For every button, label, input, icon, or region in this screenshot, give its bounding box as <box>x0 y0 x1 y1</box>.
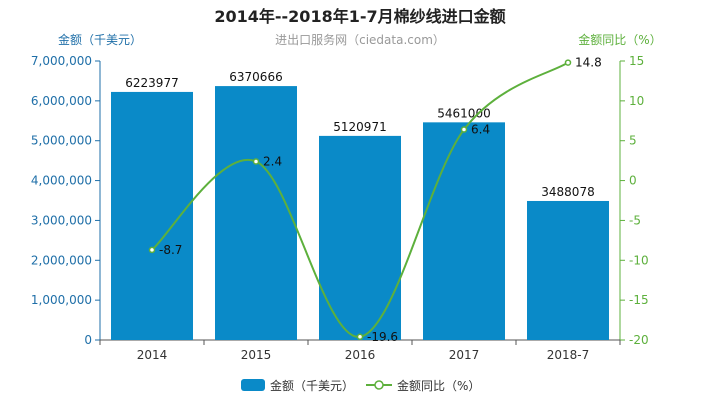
right-tick-label: -5 <box>629 213 641 227</box>
legend-line-label: 金额同比（%） <box>397 378 480 393</box>
left-tick-label: 5,000,000 <box>31 134 92 148</box>
x-tick-label: 2016 <box>345 348 376 362</box>
right-axis-title: 金额同比（%） <box>578 32 661 47</box>
legend-bar-swatch <box>241 379 265 391</box>
legend-line-marker <box>374 380 384 390</box>
bar-value-label: 3488078 <box>541 185 594 199</box>
legend[interactable]: 金额（千美元） 金额同比（%） <box>241 378 480 393</box>
legend-bar-label: 金额（千美元） <box>270 378 354 393</box>
left-tick-label: 4,000,000 <box>31 174 92 188</box>
right-tick-label: -10 <box>629 253 649 267</box>
yoy-point <box>564 59 572 66</box>
axes: 0 1,000,000 2,000,000 3,000,000 4,000,000 5,0… <box>31 54 649 362</box>
chart-source: 进出口服务网（ciedata.com） <box>275 32 445 47</box>
right-tick-label: 15 <box>629 54 644 68</box>
left-tick-label: 6,000,000 <box>31 94 92 108</box>
right-tick-label: -15 <box>629 293 649 307</box>
yoy-point <box>252 158 260 165</box>
yoy-point <box>460 126 468 133</box>
yoy-line: -8.7 2.4 -19.6 6.4 14.8 <box>148 56 602 344</box>
x-tick-label: 2015 <box>241 348 272 362</box>
left-tick-label: 0 <box>84 333 92 347</box>
yoy-point <box>148 246 156 254</box>
bar-value-label: 5120971 <box>333 120 386 134</box>
right-tick-label: 10 <box>629 94 644 108</box>
yoy-value-label: -8.7 <box>159 243 182 257</box>
yoy-point <box>356 333 364 341</box>
yoy-value-label: 2.4 <box>263 154 282 168</box>
left-axis-title: 金额（千美元） <box>58 32 142 47</box>
yoy-value-label: -19.6 <box>367 330 398 344</box>
bars: 6223977 6370666 5120971 5461000 3488078 <box>111 70 609 341</box>
x-tick-label: 2014 <box>137 348 168 362</box>
bar <box>423 122 505 340</box>
x-tick-label: 2017 <box>449 348 480 362</box>
bar <box>527 200 609 340</box>
left-tick-label: 2,000,000 <box>31 253 92 267</box>
yoy-value-label: 14.8 <box>575 56 602 70</box>
x-tick-label: 2018-7 <box>547 348 590 362</box>
right-tick-label: 5 <box>629 134 637 148</box>
bar-value-label: 5461000 <box>437 106 490 120</box>
left-tick-label: 1,000,000 <box>31 293 92 307</box>
right-tick-label: -20 <box>629 333 649 347</box>
chart-title: 2014年--2018年1-7月棉纱线进口金额 <box>214 7 505 26</box>
yoy-value-label: 6.4 <box>471 123 490 137</box>
bar-value-label: 6223977 <box>125 76 178 90</box>
bar <box>215 86 297 340</box>
bar-value-label: 6370666 <box>229 70 282 84</box>
left-tick-label: 3,000,000 <box>31 213 92 227</box>
left-tick-label: 7,000,000 <box>31 54 92 68</box>
right-tick-label: 0 <box>629 174 637 188</box>
